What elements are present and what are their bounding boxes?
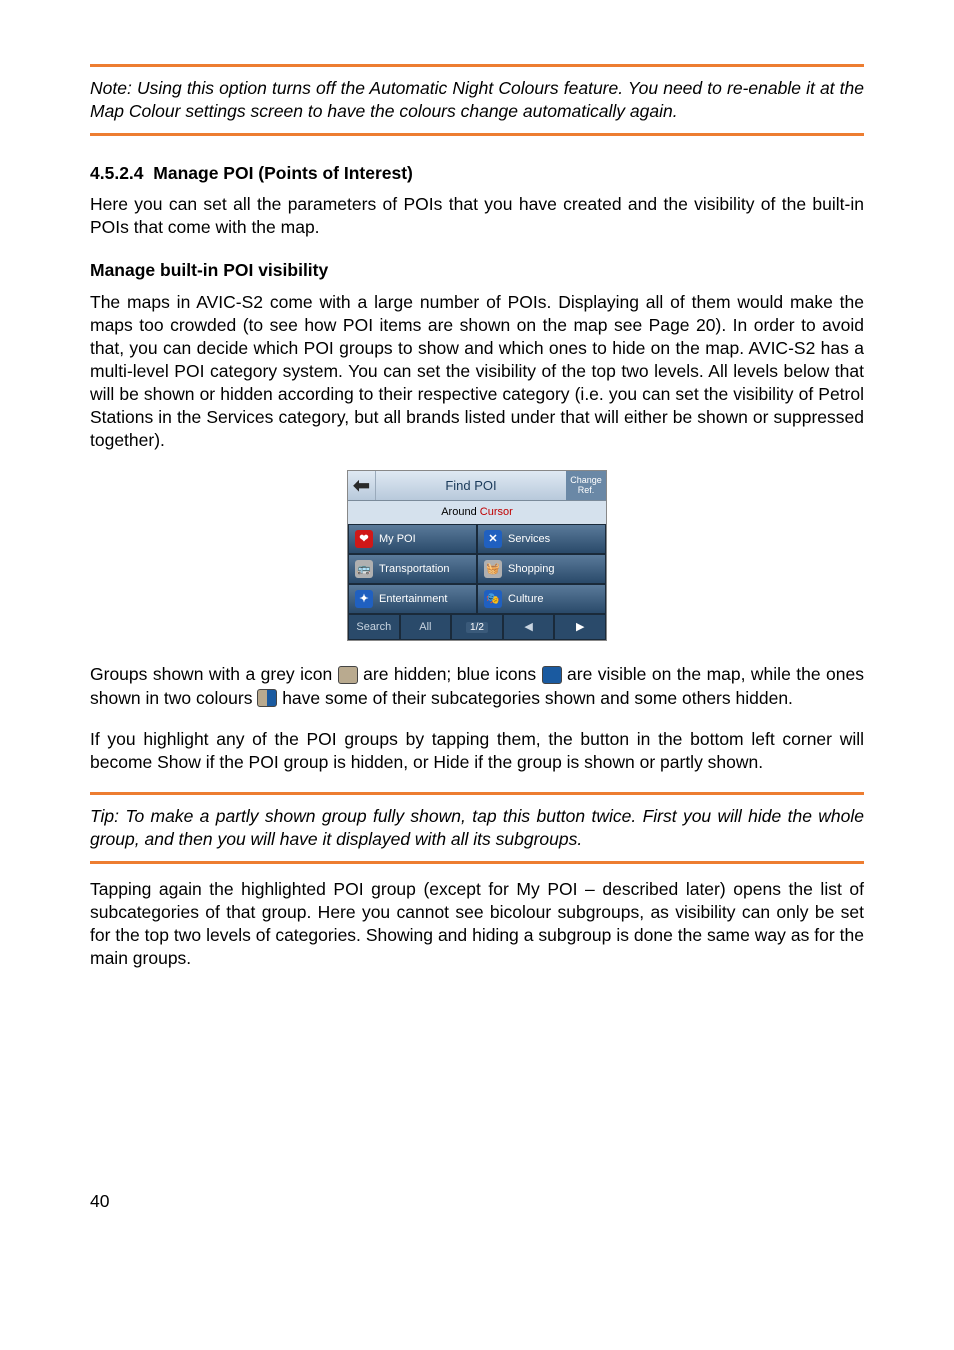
find-poi-footer: Search All 1/2 ◀ ▶ [348,614,606,641]
poi-category-services[interactable]: ✕ Services [477,524,606,554]
section-title: Manage POI (Points of Interest) [153,163,413,183]
change-ref-button[interactable]: Change Ref. [566,471,606,500]
prev-page-icon[interactable]: ◀ [503,614,555,641]
poi-category-grid: ❤ My POI ✕ Services 🚌 Transportation 🧺 Shopping… [348,524,606,614]
note-callout: Note: Using this option turns off the Au… [90,64,864,136]
section-intro: Here you can set all the parameters of P… [90,193,864,239]
poi-category-shopping[interactable]: 🧺 Shopping [477,554,606,584]
category-label: Shopping [508,562,555,577]
category-label: Entertainment [379,592,447,607]
cursor-label: Cursor [480,506,513,518]
page-indicator: 1/2 [451,614,503,641]
tip-text: Tip: To make a partly shown group fully … [90,799,864,857]
poi-category-entertainment[interactable]: ✦ Entertainment [348,584,477,614]
find-poi-window: ⬅ Find POI Change Ref. Around Cursor ❤ My… [347,470,607,641]
seg2: are hidden; blue icons [363,664,541,684]
rule-top [90,64,864,67]
category-icon: ✦ [355,590,373,608]
grey-poi-icon [338,666,358,684]
bicolour-poi-icon [257,689,277,707]
blue-poi-icon [542,666,562,684]
note-text: Note: Using this option turns off the Au… [90,71,864,129]
seg4: have some of their subcategories shown a… [282,688,793,708]
category-icon: ❤ [355,530,373,548]
page-label: 1/2 [466,622,488,633]
highlight-para: If you highlight any of the POI groups b… [90,728,864,774]
tip-rule-bottom [90,861,864,864]
tip-rule-top [90,792,864,795]
next-page-icon[interactable]: ▶ [554,614,606,641]
category-label: Services [508,532,550,547]
poi-category-transportation[interactable]: 🚌 Transportation [348,554,477,584]
find-poi-title: Find POI [376,471,566,500]
find-poi-header: ⬅ Find POI Change Ref. [348,471,606,501]
seg1: Groups shown with a grey icon [90,664,338,684]
around-cursor-label: Around Cursor [348,501,606,524]
back-icon[interactable]: ⬅ [348,471,376,500]
subsection-heading: Manage built-in POI visibility [90,259,864,282]
around-label: Around [441,506,476,518]
rule-bottom [90,133,864,136]
category-icon: 🧺 [484,560,502,578]
page-number: 40 [90,1190,864,1213]
search-button[interactable]: Search [348,614,400,641]
tip-callout: Tip: To make a partly shown group fully … [90,792,864,864]
poi-category-culture[interactable]: 🎭 Culture [477,584,606,614]
category-icon: ✕ [484,530,502,548]
poi-category-my-poi[interactable]: ❤ My POI [348,524,477,554]
section-number: 4.5.2.4 [90,163,144,183]
category-label: Culture [508,592,543,607]
poi-screenshot: ⬅ Find POI Change Ref. Around Cursor ❤ My… [90,470,864,641]
category-label: Transportation [379,562,450,577]
tapping-para: Tapping again the highlighted POI group … [90,878,864,970]
section-heading: 4.5.2.4 Manage POI (Points of Interest) [90,162,864,185]
icon-colour-para: Groups shown with a grey icon are hidden… [90,663,864,709]
category-icon: 🚌 [355,560,373,578]
all-button[interactable]: All [400,614,452,641]
subsection-para1: The maps in AVIC-S2 come with a large nu… [90,291,864,453]
category-label: My POI [379,532,416,547]
category-icon: 🎭 [484,590,502,608]
